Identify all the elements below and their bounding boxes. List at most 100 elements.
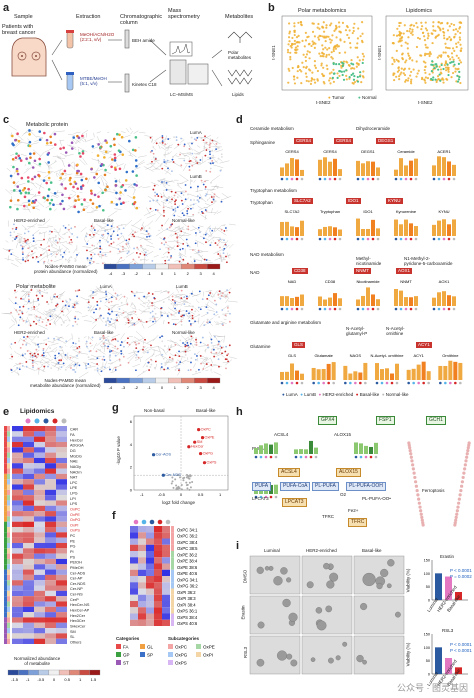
- heatmap-cell: [56, 500, 67, 506]
- bar: [399, 158, 403, 176]
- e-title: Lipidomics: [20, 408, 55, 415]
- heatmap-cell: [23, 447, 34, 453]
- network-node: [164, 143, 167, 146]
- bar-dot: [409, 307, 413, 311]
- network-node: [104, 188, 107, 192]
- network-node: [22, 257, 24, 259]
- network-node: [178, 226, 181, 228]
- tsne-point-normal: [438, 73, 441, 76]
- heatmap-cell: [154, 544, 162, 551]
- bar-dot: [394, 237, 398, 241]
- network-node: [191, 152, 194, 155]
- bar-dot: [332, 381, 335, 385]
- network-node: [142, 345, 145, 348]
- tsne-point-tumor: [450, 52, 454, 55]
- tsne-point-tumor: [293, 22, 296, 25]
- network-node: [14, 138, 17, 142]
- tsne-point-tumor: [311, 71, 314, 74]
- tsne-point-tumor: [398, 39, 401, 42]
- cell-cluster: [256, 566, 264, 574]
- network-node: [15, 236, 18, 239]
- network-node: [37, 343, 39, 346]
- network-node: [217, 358, 220, 361]
- bar-dot: [371, 307, 375, 311]
- heatmap-row-label: OxPI 36:2: [177, 590, 196, 595]
- heatmap-cell: [130, 569, 138, 576]
- network-node: [225, 261, 228, 264]
- tsne-point-tumor: [397, 75, 401, 78]
- axis-tick: 150: [424, 633, 430, 637]
- tsne-point-tumor: [307, 68, 311, 71]
- network-node: [107, 345, 110, 348]
- bar: [374, 442, 378, 454]
- tsne-point-tumor: [407, 77, 410, 80]
- tsne-point-tumor: [410, 70, 413, 74]
- tsne-point-tumor: [429, 52, 432, 56]
- tsne-point-tumor: [405, 59, 408, 62]
- network-node: [50, 367, 53, 369]
- tsne-point-tumor: [288, 30, 292, 33]
- network-node: [37, 299, 40, 301]
- network-node: [104, 344, 106, 347]
- tsne-point-tumor: [305, 75, 308, 78]
- network-node: [133, 235, 136, 238]
- tsne-point-tumor: [360, 21, 364, 24]
- membrane-bead: [409, 455, 413, 459]
- volcano-point-labeled: [202, 461, 207, 465]
- heatmap-cell: [56, 426, 67, 432]
- tsne-point-tumor: [297, 64, 300, 68]
- tsne-point-tumor: [293, 25, 296, 28]
- tsne-point-tumor: [296, 70, 299, 73]
- network-node: [159, 336, 161, 339]
- heatmap-subcategory: [7, 468, 10, 474]
- network-node: [33, 352, 36, 355]
- heatmap-cell: [34, 511, 45, 517]
- heatmap-row-label: Cer-ADS: [70, 571, 86, 575]
- heatmap-row-label: Cer-NDS: [70, 582, 86, 586]
- network-node: [20, 297, 22, 300]
- c-polar-luma: LumA: [100, 284, 112, 289]
- tsne-point-tumor: [423, 39, 427, 42]
- scale-tick: -2: [134, 271, 138, 276]
- network-node: [45, 324, 48, 327]
- membrane-bead: [414, 484, 418, 488]
- network-node: [9, 231, 12, 234]
- bar-group-label: CD38: [325, 279, 336, 284]
- bar-dot: [407, 381, 410, 385]
- network-node: [199, 355, 202, 357]
- network-node: [93, 229, 96, 231]
- tsne-point-tumor: [398, 78, 401, 81]
- volcano-point-label: OxPC: [201, 428, 211, 432]
- tsne-point-tumor: [349, 42, 352, 45]
- network-node: [165, 181, 168, 184]
- heatmap-row-label: LPE: [70, 486, 78, 490]
- network-node: [98, 316, 101, 319]
- network-node: [174, 368, 177, 371]
- d-trp-title: Tryptophan metabolism: [250, 188, 297, 193]
- network-node: [53, 322, 56, 325]
- network-node: [154, 194, 157, 197]
- axis-tick: 50: [426, 585, 430, 589]
- tsne-point-normal: [430, 77, 433, 81]
- tsne-point-tumor: [297, 34, 300, 37]
- tsne-point-tumor: [301, 61, 304, 64]
- heatmap-cell: [34, 590, 45, 597]
- network-node: [95, 172, 99, 176]
- volcano-point: [182, 477, 185, 480]
- network-node: [18, 156, 22, 160]
- bar-dot: [300, 237, 304, 241]
- legend-swatch: [196, 652, 201, 657]
- metab-network-main: [1, 283, 82, 330]
- network-node: [109, 354, 112, 357]
- bar-group-label: Ornithine: [442, 353, 459, 358]
- bar: [323, 226, 327, 236]
- tsne-point-normal: [331, 76, 334, 79]
- network-node: [74, 320, 77, 323]
- network-node: [189, 152, 192, 155]
- heatmap-subcategory: [171, 526, 174, 533]
- network-node: [197, 226, 200, 229]
- tsne-point-normal: [348, 75, 351, 79]
- tsne-point-tumor: [410, 78, 413, 81]
- tsne-point-tumor: [330, 39, 333, 42]
- network-node: [195, 160, 198, 163]
